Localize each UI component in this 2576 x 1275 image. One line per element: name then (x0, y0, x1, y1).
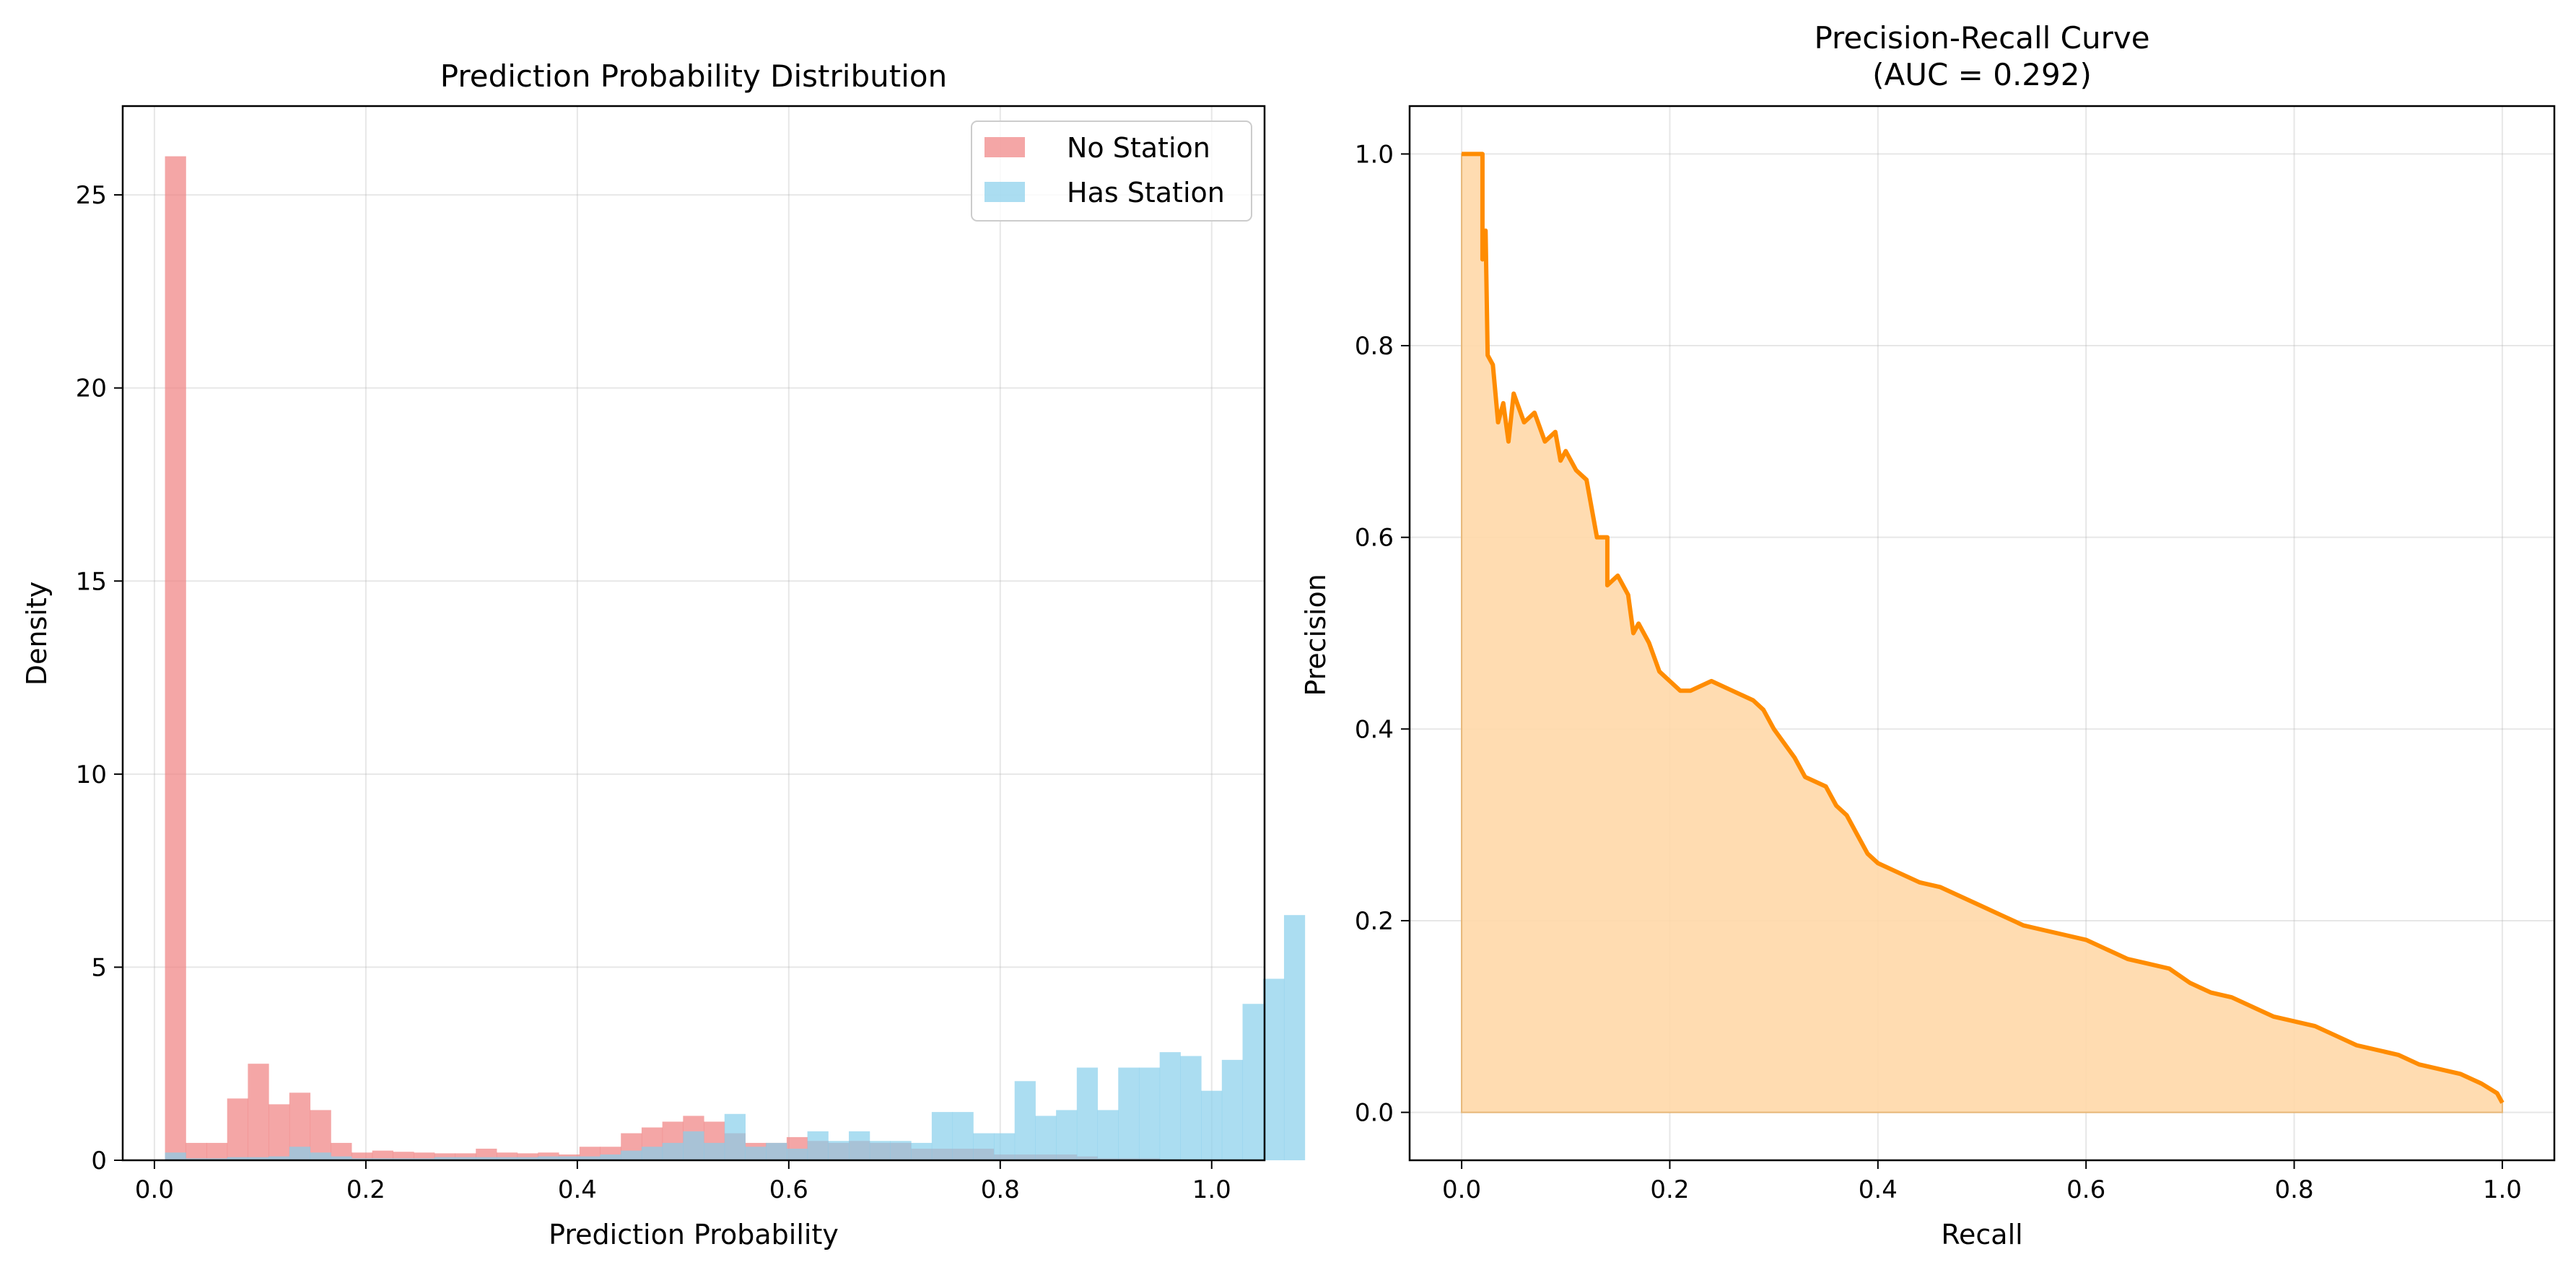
pr-xtick-label: 0.2 (1650, 1175, 1689, 1204)
no-station-bar (248, 1064, 268, 1160)
histogram-grid (123, 106, 1265, 1160)
pr-area-fill (1462, 154, 2502, 1112)
has-station-bar (1243, 1004, 1264, 1160)
has-station-bar (973, 1134, 994, 1160)
has-station-bar (1098, 1110, 1119, 1160)
has-station-bar (911, 1143, 932, 1160)
has-station-bar (808, 1131, 829, 1160)
pr-xtick-label: 0.6 (2066, 1175, 2105, 1204)
histogram-xtick-label: 0.2 (346, 1175, 385, 1204)
has-station-bar (1180, 1056, 1201, 1160)
legend-swatch-no-station (984, 137, 1025, 157)
no-station-bar (165, 157, 186, 1160)
histogram-ylabel: Density (21, 582, 53, 685)
histogram-legend: No Station Has Station (972, 121, 1252, 221)
no-station-bars (165, 157, 1202, 1160)
histogram-xtick-label: 1.0 (1192, 1175, 1231, 1204)
pr-ytick-label: 0.8 (1355, 332, 1394, 361)
legend-swatch-has-station (984, 182, 1025, 202)
has-station-bars (165, 915, 1306, 1160)
histogram-title: Prediction Probability Distribution (440, 58, 947, 94)
pr-xtick-label: 0.0 (1442, 1175, 1481, 1204)
has-station-bar (766, 1143, 787, 1160)
pr-xtick-label: 0.8 (2275, 1175, 2314, 1204)
histogram-xtick-label: 0.0 (135, 1175, 174, 1204)
has-station-bar (663, 1143, 684, 1160)
histogram-ytick-label: 25 (76, 181, 107, 210)
pr-subtitle: (AUC = 0.292) (1872, 57, 2092, 92)
pr-ylabel: Precision (1300, 574, 1332, 696)
pr-ytick-label: 0.6 (1355, 524, 1394, 553)
histogram-ticks: 0.0 0.2 0.4 0.6 0.8 1.0 0 5 10 15 20 25 (76, 181, 1231, 1204)
has-station-bar (310, 1152, 331, 1160)
pr-xtick-label: 1.0 (2483, 1175, 2522, 1204)
no-station-bar (268, 1104, 289, 1160)
has-station-bar (1263, 978, 1284, 1160)
has-station-bar (642, 1147, 663, 1160)
histogram-ytick-label: 0 (91, 1147, 107, 1175)
has-station-bar (828, 1141, 849, 1160)
has-station-bar (1056, 1110, 1077, 1160)
pr-curve-panel: Precision-Recall Curve (AUC = 0.292) 0.0… (1300, 20, 2554, 1250)
has-station-bar (745, 1147, 766, 1160)
histogram-xtick-label: 0.4 (558, 1175, 597, 1204)
histogram-panel: Prediction Probability Distribution 0.0 0… (21, 58, 1305, 1250)
no-station-bar (206, 1143, 227, 1160)
pr-ytick-label: 0.2 (1355, 907, 1394, 936)
has-station-bar (1222, 1060, 1243, 1160)
pr-xtick-label: 0.4 (1859, 1175, 1898, 1204)
no-station-bar (185, 1143, 206, 1160)
histogram-xtick-label: 0.6 (769, 1175, 808, 1204)
no-station-bar (227, 1098, 248, 1160)
pr-ytick-label: 0.4 (1355, 715, 1394, 744)
has-station-bar (725, 1114, 746, 1160)
has-station-bar (1201, 1091, 1222, 1160)
histogram-ytick-label: 5 (91, 953, 107, 982)
legend-label-no-station: No Station (1067, 132, 1210, 164)
has-station-bar (1077, 1068, 1098, 1160)
has-station-bar (953, 1112, 974, 1160)
has-station-bar (870, 1141, 891, 1160)
has-station-bar (165, 1152, 186, 1160)
has-station-bar (1015, 1081, 1036, 1160)
has-station-bar (1284, 915, 1305, 1160)
pr-ytick-label: 1.0 (1355, 140, 1394, 169)
has-station-bar (849, 1131, 870, 1160)
has-station-bar (932, 1112, 953, 1160)
pr-title: Precision-Recall Curve (1814, 20, 2149, 56)
histogram-xtick-label: 0.8 (981, 1175, 1020, 1204)
histogram-ytick-label: 10 (76, 761, 107, 789)
histogram-xlabel: Prediction Probability (549, 1219, 839, 1250)
has-station-bar (1035, 1116, 1056, 1160)
has-station-bar (1139, 1068, 1160, 1160)
has-station-bar (994, 1134, 1015, 1160)
has-station-bar (621, 1151, 642, 1160)
pr-xlabel: Recall (1941, 1219, 2022, 1250)
histogram-ytick-label: 15 (76, 567, 107, 596)
pr-ytick-label: 0.0 (1355, 1099, 1394, 1128)
has-station-bar (289, 1147, 310, 1160)
has-station-bar (704, 1143, 725, 1160)
has-station-bar (890, 1141, 911, 1160)
legend-label-has-station: Has Station (1067, 177, 1225, 209)
has-station-bar (683, 1131, 704, 1160)
has-station-bar (1160, 1052, 1181, 1160)
histogram-ytick-label: 20 (76, 374, 107, 403)
histogram-axes-frame (123, 106, 1265, 1160)
has-station-bar (1118, 1068, 1139, 1160)
has-station-bar (787, 1149, 808, 1160)
